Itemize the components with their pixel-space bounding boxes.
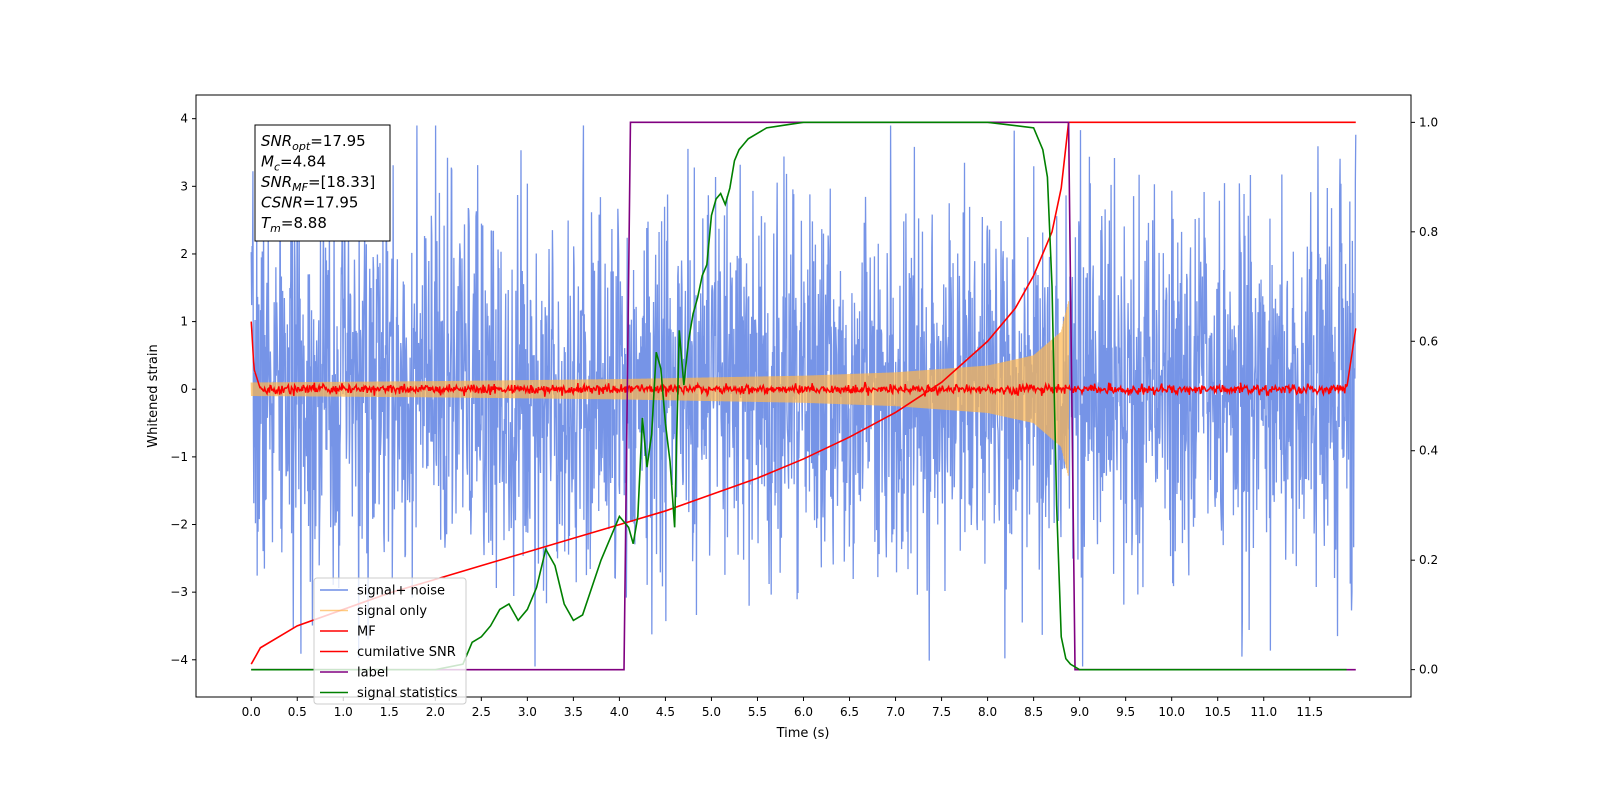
legend-label: signal+ noise: [357, 584, 445, 599]
y-tick-label: −1: [170, 450, 188, 464]
x-tick-label: 7.0: [886, 705, 905, 719]
x-tick-label: 1.0: [334, 705, 353, 719]
series-signal-only-line: [250, 301, 1070, 476]
x-tick-label: 4.0: [610, 705, 629, 719]
y2-tick-label: 0.6: [1419, 334, 1438, 348]
x-tick-label: 9.0: [1070, 705, 1089, 719]
annotation-line: SNRopt=17.95: [261, 132, 366, 153]
legend-label: signal only: [357, 604, 427, 619]
annotation-line: SNRMF=[18.33]: [261, 173, 375, 194]
annotation-line: CSNR=17.95: [261, 194, 358, 212]
legend-label: MF: [357, 625, 376, 640]
y2-tick-label: 0.8: [1419, 225, 1438, 239]
x-tick-label: 9.5: [1116, 705, 1135, 719]
series-signal-statistics-line: [251, 121, 1347, 671]
y2-tick-label: 0.4: [1419, 444, 1438, 458]
x-tick-label: 3.0: [518, 705, 537, 719]
x-tick-label: 10.0: [1158, 705, 1185, 719]
y-axis-label: Whitened strain: [146, 344, 161, 447]
x-tick-label: 6.0: [794, 705, 813, 719]
legend-label: label: [357, 666, 388, 681]
legend-label: signal statistics: [357, 686, 458, 701]
y-tick-label: −2: [170, 518, 188, 532]
annotation-box: SNRopt=17.95Mc=4.84SNRMF=[18.33]CSNR=17.…: [254, 124, 391, 242]
annotation-line: Tm=8.88: [261, 214, 327, 235]
x-tick-label: 8.0: [978, 705, 997, 719]
x-tick-label: 6.5: [840, 705, 859, 719]
y-tick-label: −4: [170, 653, 188, 667]
x-tick-label: 7.5: [932, 705, 951, 719]
y-tick-label: 3: [180, 179, 188, 193]
y2-tick-label: 0.2: [1419, 553, 1438, 567]
x-tick-label: 8.5: [1024, 705, 1043, 719]
series-signal-noise-line: [250, 125, 1357, 667]
legend-label: cumilative SNR: [357, 645, 456, 660]
axis-layer: 0.0 0.5 1.0 1.5 2.0 2.5 3.0 3.5 4.0 4.5 5.0 5.5 6.0 6…: [170, 112, 1438, 719]
y-tick-label: 4: [180, 112, 188, 126]
annotation-line: Mc=4.84: [261, 153, 326, 174]
x-axis-label: Time (s): [776, 726, 830, 741]
x-tick-label: 5.5: [748, 705, 767, 719]
x-tick-label: 1.5: [380, 705, 399, 719]
x-tick-label: 3.5: [564, 705, 583, 719]
y-tick-label: 1: [180, 315, 188, 329]
x-tick-label: 10.5: [1204, 705, 1231, 719]
y-tick-label: 0: [180, 382, 188, 396]
x-tick-label: 5.0: [702, 705, 721, 719]
x-tick-label: 4.5: [656, 705, 675, 719]
annotation-frame: [254, 124, 391, 242]
x-tick-label: 11.5: [1296, 705, 1323, 719]
y-tick-label: 2: [180, 247, 188, 261]
series-mf-line: [250, 321, 1357, 398]
legend-frame: [313, 577, 467, 705]
x-tick-label: 2.5: [472, 705, 491, 719]
x-tick-label: 0.5: [288, 705, 307, 719]
x-tick-label: 2.0: [426, 705, 445, 719]
y2-tick-label: 1.0: [1419, 115, 1438, 129]
y-tick-label: −3: [170, 585, 188, 599]
y2-tick-label: 0.0: [1419, 663, 1438, 677]
x-tick-label: 11.0: [1250, 705, 1277, 719]
legend: signal+ noise signal only MF cumilative SNR…: [313, 577, 467, 705]
x-tick-label: 0.0: [242, 705, 261, 719]
